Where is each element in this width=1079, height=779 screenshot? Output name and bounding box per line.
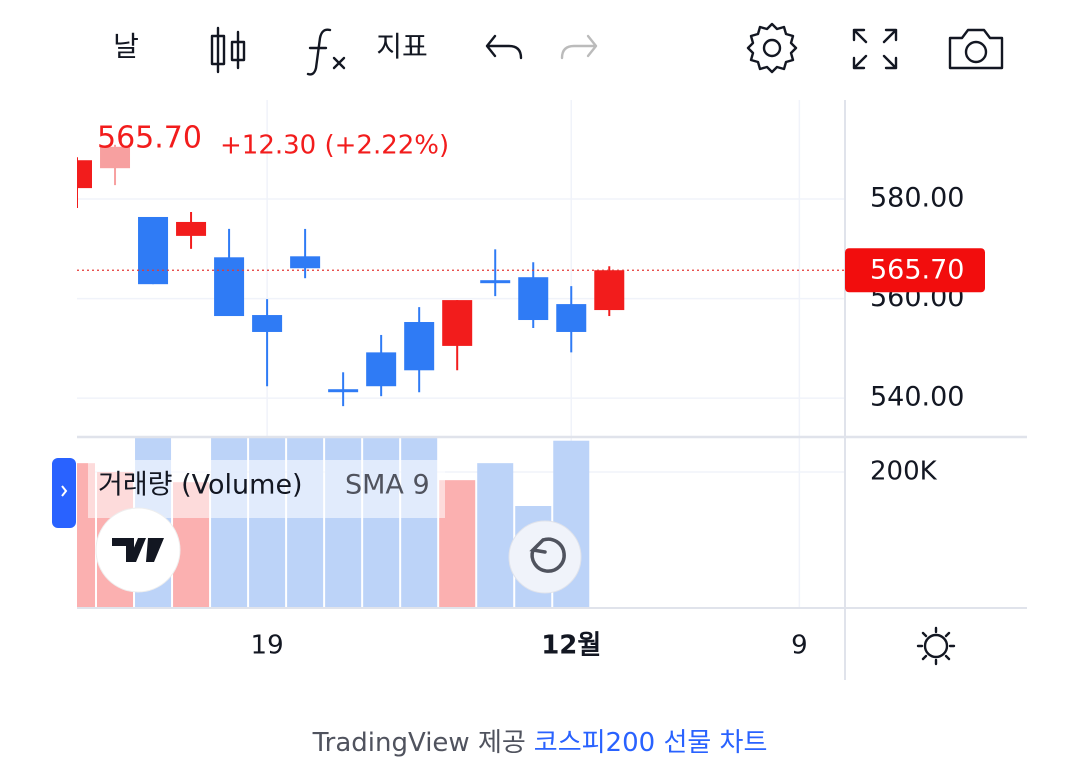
light-mode-icon[interactable] — [916, 626, 956, 666]
x-tick-label: 19 — [251, 631, 284, 661]
interval-button[interactable]: 날 — [113, 30, 139, 63]
price-label-box — [845, 248, 985, 293]
undo-button[interactable] — [485, 34, 523, 60]
volume-bar — [477, 463, 514, 608]
indicator-icon[interactable] — [306, 28, 346, 76]
screenshot-button[interactable] — [948, 28, 1004, 70]
redo-button[interactable] — [560, 34, 598, 60]
footer: TradingView 제공 코스피200 선물 차트 — [312, 728, 768, 758]
price-change: +12.30 (+2.22%) — [220, 131, 449, 161]
volume-bar — [287, 438, 324, 608]
volume-bar — [439, 480, 476, 608]
candle-body — [366, 352, 397, 387]
toolbar: 날 지표 — [113, 22, 1004, 76]
candle-body — [290, 256, 321, 269]
candle-body — [556, 304, 587, 332]
y-tick-label: 580.00 — [870, 183, 964, 214]
candle-type-button[interactable] — [210, 26, 246, 74]
toggle-arrow — [61, 485, 68, 497]
candle-body — [442, 300, 473, 346]
volume-bar — [401, 438, 438, 608]
candle-body — [404, 322, 435, 371]
replay-button[interactable] — [508, 520, 582, 594]
volume-bar — [211, 438, 248, 608]
volume-bar — [363, 438, 400, 608]
y-tick-label: 540.00 — [870, 382, 964, 413]
candle-body — [100, 146, 131, 169]
footer-source: TradingView 제공 — [312, 728, 526, 758]
volume-bar — [249, 438, 286, 608]
settings-button[interactable] — [746, 22, 798, 74]
candle-body — [77, 160, 92, 189]
indicators-button[interactable]: 지표 — [376, 30, 428, 63]
last-price: 565.70 — [97, 121, 202, 156]
candle-body — [518, 277, 549, 321]
candle-body — [176, 221, 207, 236]
volume-bar — [325, 438, 362, 608]
volume-legend-name: 거래량 (Volume) — [98, 470, 303, 501]
candle-body — [252, 315, 283, 332]
volume-legend-bg — [88, 460, 445, 518]
x-tick-label: 9 — [791, 631, 808, 661]
candle-body — [214, 257, 245, 317]
logo-mark — [112, 538, 164, 562]
replay-icon — [529, 537, 566, 573]
candle-body — [138, 216, 169, 285]
candles — [77, 144, 625, 407]
volume-legend-indicator: SMA 9 — [345, 470, 430, 501]
candle-body — [594, 270, 625, 311]
fullscreen-button[interactable] — [852, 28, 898, 70]
footer-link[interactable]: 코스피200 선물 차트 — [534, 728, 768, 758]
x-tick-label: 12월 — [541, 631, 601, 661]
candle-body — [328, 389, 359, 393]
price-label: 565.70 — [870, 255, 964, 286]
volume-tick-label: 200K — [870, 457, 938, 487]
candle-body — [480, 280, 511, 284]
